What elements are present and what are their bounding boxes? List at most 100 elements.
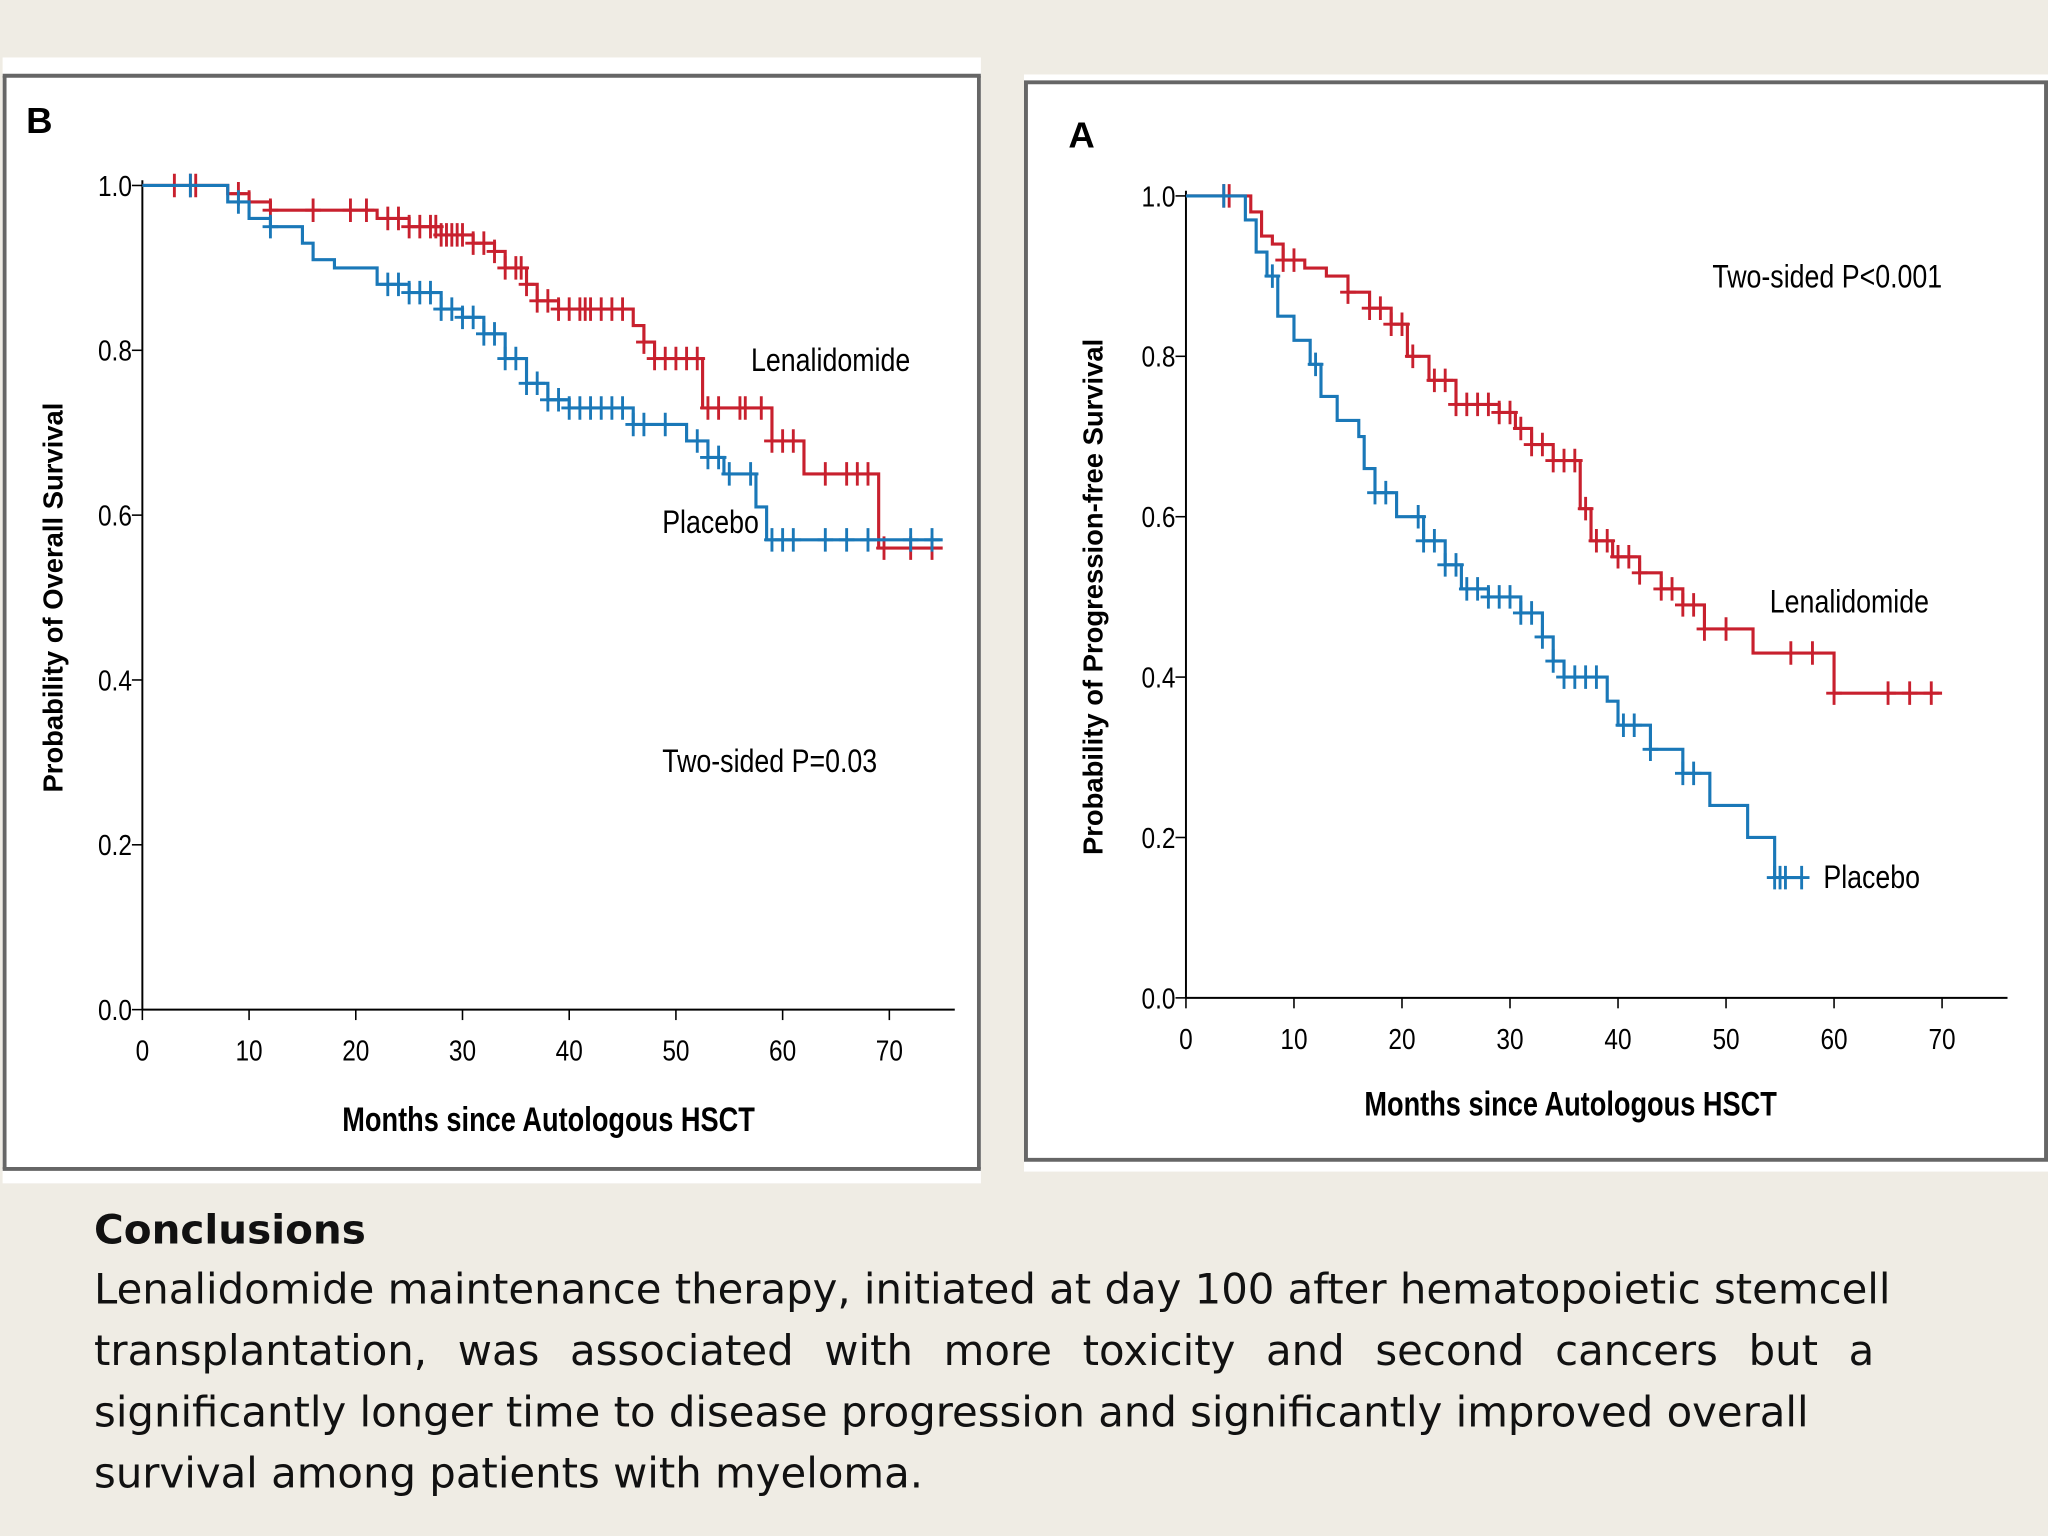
censor-mark	[1783, 641, 1799, 665]
censor-mark	[636, 412, 652, 437]
censor-mark	[1566, 448, 1583, 473]
censor-mark	[342, 198, 359, 222]
censor-mark	[1588, 665, 1605, 689]
censor-mark	[1372, 296, 1389, 320]
censor-mark	[1620, 545, 1637, 569]
x-tick-label: 0	[136, 1035, 150, 1067]
y-tick-label: 0.8	[1142, 341, 1176, 373]
y-tick-label: 0.2	[1142, 822, 1176, 854]
censor-mark	[358, 198, 375, 222]
censor-mark	[742, 462, 759, 486]
censor-mark	[860, 528, 876, 552]
censor-mark	[540, 289, 556, 313]
conclusions-title: Conclusions	[94, 1206, 366, 1254]
censor-mark	[1523, 601, 1540, 625]
censor-mark	[1577, 496, 1594, 521]
censor-mark	[1502, 585, 1518, 609]
censor-mark	[1307, 352, 1324, 377]
censor-mark	[518, 272, 535, 297]
series-label-lenalidomide: Lenalidomide	[751, 343, 910, 379]
censor-mark	[1923, 681, 1940, 705]
censor-mark	[1901, 681, 1918, 705]
censor-mark	[305, 198, 321, 222]
censor-mark	[486, 322, 503, 346]
y-tick-label: 1.0	[98, 170, 132, 202]
censor-mark	[1793, 865, 1810, 890]
conclusions-line: transplantation, was associated with mor…	[94, 1325, 1875, 1376]
censor-mark	[390, 206, 407, 231]
censor-mark	[1685, 593, 1702, 617]
x-tick-label: 30	[449, 1035, 476, 1067]
censor-mark	[636, 330, 652, 354]
p-value-annotation: Two-sided P<0.001	[1712, 259, 1942, 295]
censor-mark	[529, 371, 546, 396]
censor-mark	[1718, 617, 1734, 641]
conclusions-line: survival among patients with myeloma.	[94, 1448, 923, 1499]
y-axis-label: Probability of Overall Survival	[38, 403, 69, 793]
censor-mark	[817, 462, 834, 486]
censor-mark	[1599, 529, 1616, 553]
censor-mark	[1264, 264, 1281, 288]
censor-mark	[737, 396, 754, 420]
x-tick-label: 60	[1820, 1023, 1847, 1055]
censor-mark	[860, 462, 876, 486]
censor-mark	[902, 528, 919, 552]
censor-mark	[1377, 480, 1394, 505]
censor-mark	[1696, 617, 1713, 641]
censor-mark	[710, 396, 727, 420]
censor-mark	[465, 305, 482, 330]
p-value-annotation: Two-sided P=0.03	[662, 743, 877, 779]
x-tick-label: 60	[769, 1035, 796, 1067]
x-tick-label: 40	[1604, 1023, 1631, 1055]
censor-mark	[454, 223, 471, 247]
censor-mark	[1502, 400, 1518, 425]
censor-mark	[1685, 761, 1702, 786]
progression-free-survival-panel: A 0.0 0.2 0.4 0.6 0.8 1.0 0 10 20 30 40 50 60 70 Months…	[1023, 74, 2048, 1172]
conclusions-section: Conclusions Lenalidomide maintenance the…	[94, 1202, 1890, 1505]
x-tick-label: 70	[1928, 1023, 1955, 1055]
overall-survival-panel: B 0.0 0.2 0.4 0.6 0.8 1.0 0 10 20 30 40 50 60 70 Months…	[2, 57, 981, 1184]
censor-mark	[710, 445, 727, 470]
censor-mark	[924, 528, 940, 552]
censor-mark	[1804, 641, 1821, 665]
x-tick-label: 40	[556, 1035, 583, 1067]
x-tick-label: 50	[662, 1035, 689, 1067]
censor-mark	[1480, 392, 1497, 417]
censor-mark	[1826, 681, 1842, 705]
censor-mark	[1642, 737, 1659, 762]
x-tick-label: 30	[1496, 1023, 1523, 1055]
censor-mark	[1631, 561, 1648, 585]
censor-mark	[1410, 504, 1427, 529]
y-tick-label: 1.0	[1142, 181, 1176, 213]
x-axis-label: Months since Autologous HSCT	[1364, 1085, 1777, 1124]
censor-mark	[443, 297, 460, 321]
censor-mark	[476, 231, 492, 255]
censor-mark	[785, 429, 802, 453]
x-tick-label: 10	[235, 1035, 262, 1067]
censor-mark	[1626, 713, 1643, 737]
x-tick-label: 0	[1179, 1023, 1193, 1055]
panel-label: B	[26, 100, 52, 141]
censor-mark	[1286, 248, 1302, 272]
censor-mark	[422, 280, 439, 305]
y-tick-label: 0.8	[98, 335, 132, 367]
censor-mark	[230, 190, 247, 214]
censor-mark	[1404, 344, 1421, 369]
censor-mark	[1534, 625, 1551, 649]
censor-mark	[508, 346, 524, 371]
x-tick-label: 20	[1388, 1023, 1415, 1055]
censor-mark	[550, 387, 567, 412]
censor-mark	[753, 396, 770, 420]
y-tick-label: 0.6	[1142, 501, 1176, 533]
censor-mark	[689, 346, 706, 371]
censor-mark	[1426, 529, 1443, 553]
censor-mark	[614, 297, 631, 321]
censor-mark	[262, 214, 279, 239]
series-label-placebo: Placebo	[1823, 860, 1920, 896]
censor-mark	[817, 528, 834, 552]
progression-free-survival-chart: A 0.0 0.2 0.4 0.6 0.8 1.0 0 10 20 30 40 50 60 70 Months…	[1023, 80, 2048, 1162]
y-tick-label: 0.4	[98, 665, 132, 697]
overall-survival-chart: B 0.0 0.2 0.4 0.6 0.8 1.0 0 10 20 30 40 50 60 70 Months…	[2, 73, 981, 1171]
conclusions-line: significantly longer time to disease pro…	[94, 1387, 1809, 1437]
